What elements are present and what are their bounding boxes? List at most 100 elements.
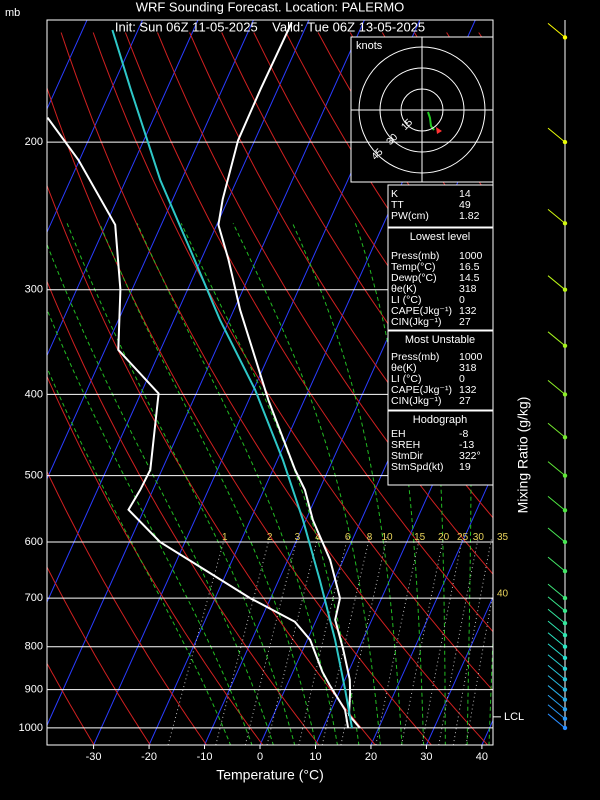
mixing-ratio-line bbox=[215, 536, 271, 745]
wind-barb bbox=[547, 643, 566, 659]
wind-barb bbox=[547, 704, 566, 720]
mixing-ratio-label: 25 bbox=[457, 532, 469, 543]
mixing-ratio-label: 8 bbox=[367, 532, 373, 543]
panel-value: 14.5 bbox=[459, 272, 480, 284]
isotherm bbox=[47, 20, 254, 480]
wind-level bbox=[562, 725, 568, 731]
wind-barb bbox=[547, 685, 566, 700]
dry-adiabat bbox=[47, 565, 151, 745]
mixing-ratio-label: 6 bbox=[345, 532, 351, 543]
panel-value: 132 bbox=[459, 384, 477, 396]
x-tick-label: -30 bbox=[86, 751, 102, 763]
y-tick-label: 500 bbox=[25, 470, 43, 482]
wind-barb bbox=[547, 380, 566, 395]
wind-level bbox=[562, 508, 568, 513]
y-tick-label: 900 bbox=[25, 683, 43, 695]
wind-barb bbox=[547, 664, 566, 680]
panel-value: -13 bbox=[459, 439, 474, 451]
wind-barb bbox=[547, 596, 566, 612]
wind-level bbox=[562, 632, 568, 638]
wind-level bbox=[562, 707, 568, 712]
panel-value: 1000 bbox=[459, 351, 483, 363]
panel-label: StmSpd(kt) bbox=[391, 461, 444, 473]
panel-label: CIN(Jkg⁻¹) bbox=[391, 316, 441, 328]
panel-value: 132 bbox=[459, 305, 477, 317]
index-panel bbox=[387, 330, 494, 411]
wind-level bbox=[562, 343, 568, 349]
moist-adiabat bbox=[47, 308, 253, 745]
index-panel bbox=[387, 410, 494, 486]
moist-adiabat bbox=[292, 223, 403, 745]
panel-value: 1000 bbox=[459, 250, 483, 262]
isotherm bbox=[481, 719, 493, 745]
panel-label: Press(mb) bbox=[391, 250, 439, 262]
panel-value: 322° bbox=[459, 450, 481, 462]
wind-level bbox=[562, 716, 568, 721]
wind-barb bbox=[547, 620, 566, 636]
chart-subtitle: Init: Sun 06Z 11-05-2025 Valid: Tue 06Z … bbox=[115, 19, 425, 34]
mixing-ratio-label: 40 bbox=[497, 589, 509, 600]
panel-label: θe(K) bbox=[391, 362, 417, 374]
panel-value: 49 bbox=[459, 199, 471, 211]
y-tick-label: 300 bbox=[25, 284, 43, 296]
wind-barb bbox=[547, 527, 566, 543]
wind-level bbox=[562, 621, 568, 626]
wind-level bbox=[562, 539, 568, 545]
wind-barb bbox=[547, 713, 566, 729]
lcl-label: LCL bbox=[504, 711, 524, 723]
moist-adiabat bbox=[488, 627, 493, 745]
panel-title: Most Unstable bbox=[405, 334, 475, 346]
hodograph-ring bbox=[400, 88, 444, 132]
wind-barb bbox=[547, 127, 566, 143]
dry-adiabat bbox=[157, 32, 493, 575]
panel-label: θe(K) bbox=[391, 283, 417, 295]
wind-barb bbox=[547, 495, 566, 511]
isotherm bbox=[370, 472, 493, 745]
panel-value: 27 bbox=[459, 316, 471, 328]
wind-level bbox=[562, 608, 568, 614]
wind-level bbox=[562, 287, 568, 292]
wind-level bbox=[562, 687, 568, 692]
panel-value: 14 bbox=[459, 188, 471, 200]
wind-level bbox=[562, 568, 568, 574]
panel-value: 1.82 bbox=[459, 210, 480, 222]
wind-barb bbox=[547, 556, 566, 572]
panel-label: PW(cm) bbox=[391, 210, 429, 222]
dry-adiabat bbox=[47, 470, 207, 745]
y-tick-label: 700 bbox=[25, 592, 43, 604]
diagram-background bbox=[47, 20, 493, 745]
wind-level bbox=[562, 697, 568, 702]
moist-adiabat bbox=[99, 223, 317, 745]
mixing-ratio-label: 35 bbox=[497, 532, 509, 543]
dry-adiabat bbox=[124, 32, 493, 633]
panel-label: Dewp(°C) bbox=[391, 272, 437, 284]
y-tick-label: 400 bbox=[25, 388, 43, 400]
mixing-ratio-line bbox=[421, 536, 464, 745]
panel-label: StmDir bbox=[391, 450, 424, 462]
mixing-ratio-label: 2 bbox=[267, 532, 273, 543]
panel-value: 0 bbox=[459, 373, 465, 385]
panel-label: Temp(°C) bbox=[391, 261, 435, 273]
x-tick-label: 0 bbox=[257, 751, 263, 763]
wind-barb bbox=[547, 583, 566, 599]
index-panel bbox=[387, 227, 494, 331]
moist-adiabat bbox=[47, 243, 274, 745]
moist-adiabat bbox=[232, 223, 381, 745]
isotherm bbox=[47, 20, 88, 111]
wind-barb bbox=[547, 422, 566, 438]
wind-level bbox=[562, 666, 568, 671]
panel-label: SREH bbox=[391, 439, 420, 451]
wind-level bbox=[562, 677, 568, 682]
wind-barb bbox=[547, 331, 566, 347]
wind-level bbox=[562, 35, 568, 40]
mixing-ratio-line bbox=[244, 536, 298, 745]
mixing-ratio-label: 4 bbox=[315, 532, 321, 543]
mixing-ratio-label: 15 bbox=[414, 532, 426, 543]
moist-adiabat bbox=[136, 223, 338, 745]
x-tick-label: -10 bbox=[197, 751, 213, 763]
wind-level bbox=[562, 655, 568, 661]
panel-label: LI (°C) bbox=[391, 373, 421, 385]
wind-barb bbox=[547, 632, 566, 648]
wind-barb bbox=[547, 23, 566, 38]
